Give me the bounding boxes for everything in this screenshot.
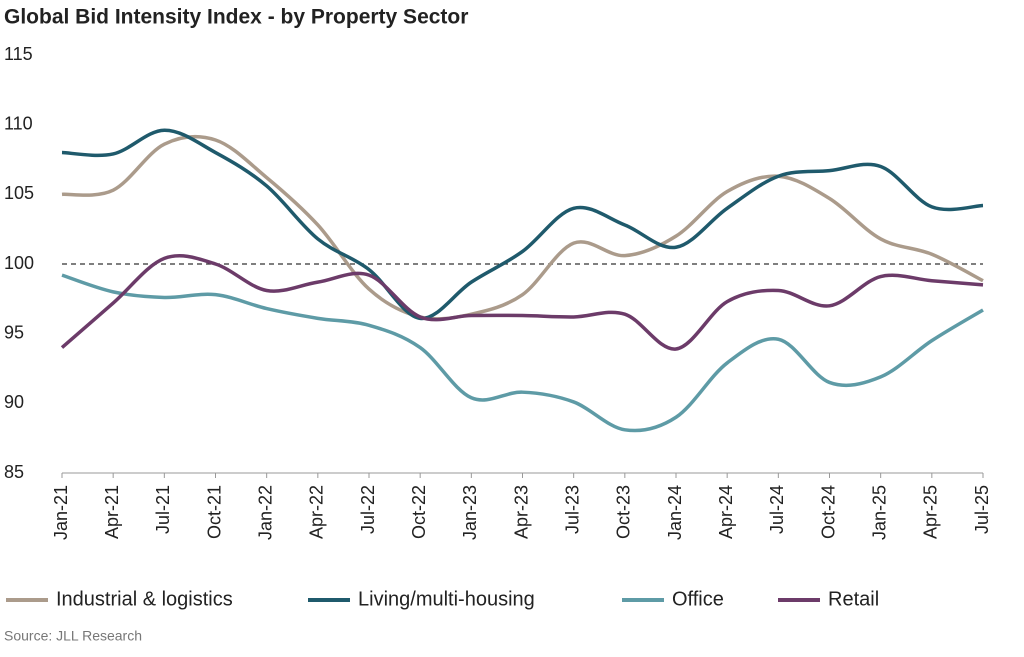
- x-tick-label: Oct-23: [614, 485, 634, 539]
- y-tick-label: 100: [4, 253, 34, 273]
- x-tick-label: Jan-25: [869, 485, 889, 540]
- x-tick-label: Jul-23: [562, 485, 582, 534]
- legend-label: Living/multi-housing: [358, 588, 535, 610]
- x-tick-label: Oct-24: [818, 485, 838, 539]
- x-tick-label: Apr-22: [307, 485, 327, 539]
- y-tick-label: 110: [4, 113, 33, 133]
- x-tick-label: Apr-24: [716, 485, 736, 539]
- x-tick-label: Jan-23: [460, 485, 480, 540]
- x-tick-label: Jan-21: [51, 485, 71, 540]
- chart-title: Global Bid Intensity Index - by Property…: [4, 6, 468, 29]
- y-tick-label: 90: [4, 392, 24, 412]
- series-line: [61, 134, 984, 321]
- x-tick-label: Jul-21: [153, 485, 173, 534]
- legend-label: Retail: [828, 588, 879, 610]
- x-tick-label: Jul-24: [767, 485, 787, 534]
- x-tick-label: Jul-25: [972, 485, 992, 534]
- x-tick-label: Oct-21: [204, 485, 224, 539]
- x-tick-label: Oct-22: [409, 485, 429, 539]
- y-tick-label: 95: [4, 322, 24, 342]
- x-tick-label: Jan-24: [665, 485, 685, 540]
- x-tick-label: Jul-22: [358, 485, 378, 534]
- series-line: [60, 254, 984, 351]
- y-tick-label: 105: [4, 183, 34, 203]
- legend-label: Industrial & logistics: [56, 588, 233, 610]
- y-tick-label: 115: [4, 44, 33, 64]
- x-tick-label: Apr-21: [102, 485, 122, 539]
- source: Source: JLL Research: [4, 628, 142, 644]
- x-tick-label: Apr-25: [921, 485, 941, 539]
- legend-label: Office: [672, 588, 724, 610]
- series-line: [61, 273, 984, 433]
- y-tick-label: 85: [4, 462, 24, 482]
- x-tick-label: Apr-23: [511, 485, 531, 539]
- x-tick-label: Jan-22: [255, 485, 275, 540]
- series-line: [61, 128, 984, 321]
